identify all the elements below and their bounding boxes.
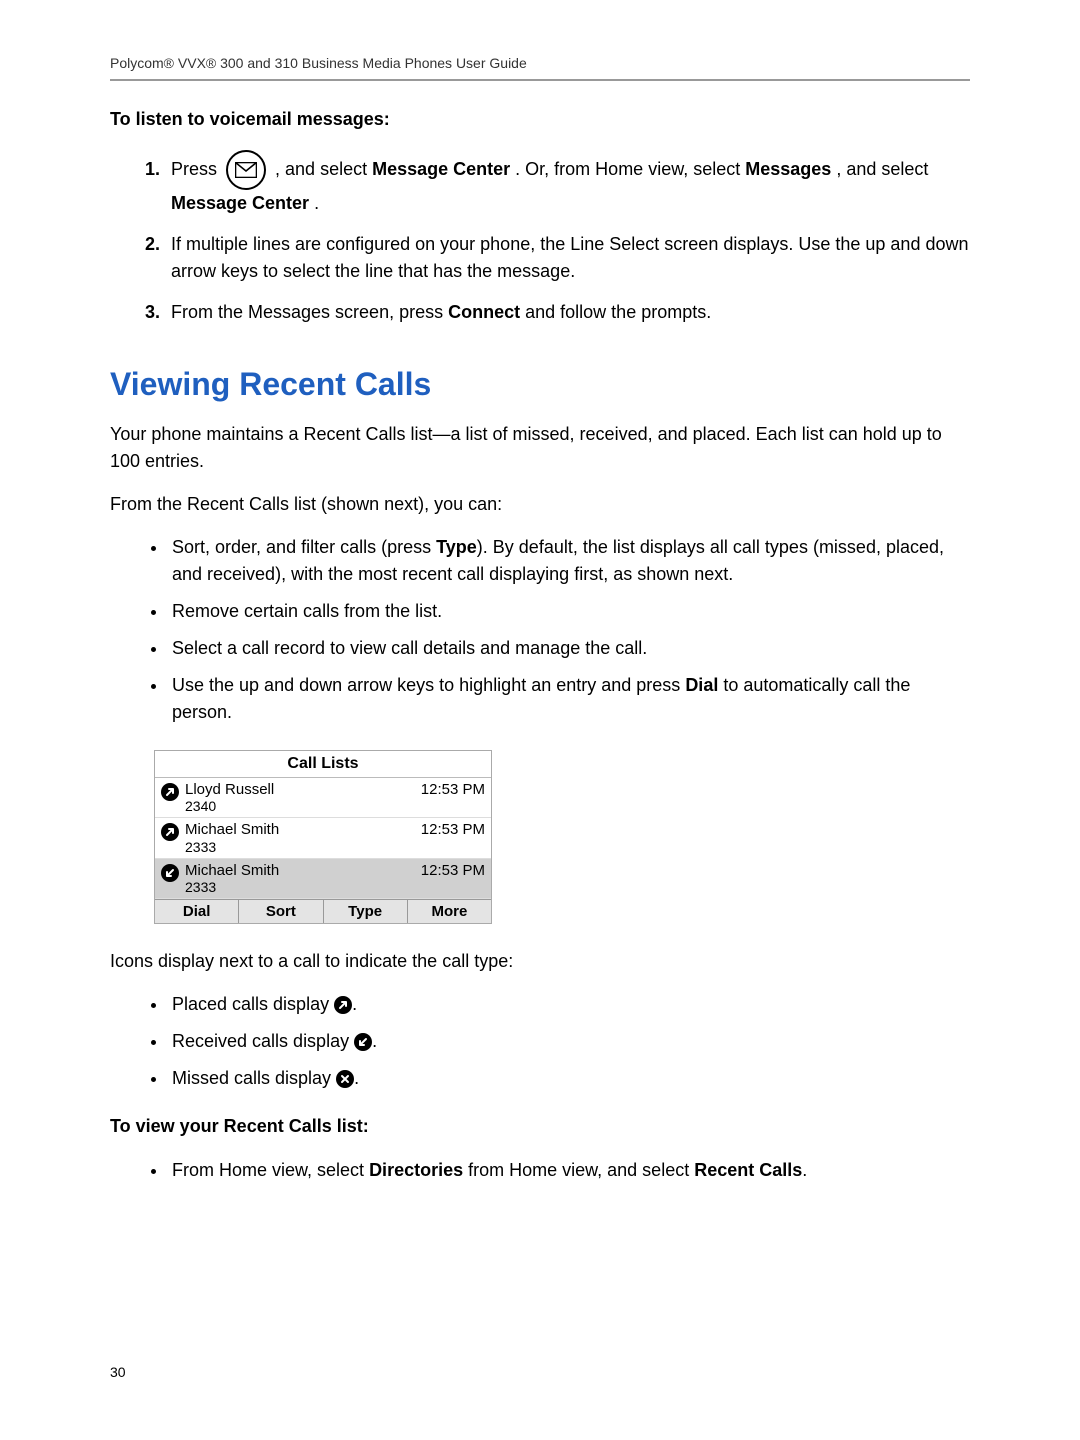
call-name: Michael Smith2333 bbox=[185, 862, 421, 895]
legend-missed-period: . bbox=[354, 1068, 359, 1088]
step-1: Press , and select Message Center . Or, … bbox=[165, 150, 970, 217]
bullet1-a: Sort, order, and filter calls (press bbox=[172, 537, 436, 557]
received-call-icon bbox=[161, 862, 185, 886]
legend-placed: Placed calls display . bbox=[168, 991, 970, 1018]
call-list-row[interactable]: Michael Smith233312:53 PM bbox=[155, 859, 491, 899]
placed-call-icon bbox=[161, 821, 185, 845]
page-number: 30 bbox=[110, 1364, 970, 1380]
vr-c: . bbox=[802, 1160, 807, 1180]
icon-legend-bullets: Placed calls display . Received calls di… bbox=[110, 991, 970, 1092]
feature-bullets: Sort, order, and filter calls (press Typ… bbox=[110, 534, 970, 726]
vr-a: From Home view, select bbox=[172, 1160, 369, 1180]
step3-text-a: From the Messages screen, press bbox=[171, 302, 448, 322]
step1-text-b: , and select bbox=[275, 159, 372, 179]
step1-bold2: Messages bbox=[745, 159, 831, 179]
bullet-3: Select a call record to view call detail… bbox=[168, 635, 970, 662]
call-list-row[interactable]: Michael Smith233312:53 PM bbox=[155, 818, 491, 858]
phone-title: Call Lists bbox=[155, 751, 491, 778]
bullet-1: Sort, order, and filter calls (press Typ… bbox=[168, 534, 970, 588]
voicemail-heading: To listen to voicemail messages: bbox=[110, 109, 970, 130]
call-time: 12:53 PM bbox=[421, 821, 485, 838]
call-time: 12:53 PM bbox=[421, 781, 485, 798]
softkey-sort[interactable]: Sort bbox=[239, 900, 323, 923]
received-call-icon bbox=[354, 1033, 372, 1051]
phone-screenshot: Call Lists Lloyd Russell234012:53 PMMich… bbox=[154, 750, 492, 924]
bullet4-a: Use the up and down arrow keys to highli… bbox=[172, 675, 685, 695]
placed-call-icon bbox=[161, 781, 185, 805]
view-recent-heading: To view your Recent Calls list: bbox=[110, 1116, 970, 1137]
legend-received-text: Received calls display bbox=[172, 1031, 354, 1051]
view-recent-step: From Home view, select Directories from … bbox=[168, 1157, 970, 1184]
placed-call-icon bbox=[334, 996, 352, 1014]
bullet1-bold: Type bbox=[436, 537, 477, 557]
vr-bold2: Recent Calls bbox=[694, 1160, 802, 1180]
legend-placed-text: Placed calls display bbox=[172, 994, 334, 1014]
view-recent-bullets: From Home view, select Directories from … bbox=[110, 1157, 970, 1184]
call-time: 12:53 PM bbox=[421, 862, 485, 879]
call-name: Michael Smith2333 bbox=[185, 821, 421, 854]
step3-bold: Connect bbox=[448, 302, 520, 322]
step1-text-d: , and select bbox=[836, 159, 928, 179]
header-rule bbox=[110, 79, 970, 81]
softkey-bar: DialSortTypeMore bbox=[155, 899, 491, 923]
missed-call-icon bbox=[336, 1070, 354, 1088]
bullet-4: Use the up and down arrow keys to highli… bbox=[168, 672, 970, 726]
legend-received: Received calls display . bbox=[168, 1028, 970, 1055]
voicemail-steps: Press , and select Message Center . Or, … bbox=[110, 150, 970, 326]
step3-text-b: and follow the prompts. bbox=[525, 302, 711, 322]
icons-intro: Icons display next to a call to indicate… bbox=[110, 948, 970, 975]
call-name: Lloyd Russell2340 bbox=[185, 781, 421, 814]
step-2: If multiple lines are configured on your… bbox=[165, 231, 970, 285]
step1-text-c: . Or, from Home view, select bbox=[515, 159, 745, 179]
page-header: Polycom® VVX® 300 and 310 Business Media… bbox=[110, 55, 970, 79]
page-container: Polycom® VVX® 300 and 310 Business Media… bbox=[0, 0, 1080, 1440]
softkey-more[interactable]: More bbox=[408, 900, 491, 923]
legend-missed: Missed calls display . bbox=[168, 1065, 970, 1092]
step-3: From the Messages screen, press Connect … bbox=[165, 299, 970, 326]
bullet4-bold: Dial bbox=[685, 675, 718, 695]
step1-text-a: Press bbox=[171, 159, 222, 179]
softkey-dial[interactable]: Dial bbox=[155, 900, 239, 923]
legend-received-period: . bbox=[372, 1031, 377, 1051]
step1-bold3: Message Center bbox=[171, 193, 309, 213]
legend-missed-text: Missed calls display bbox=[172, 1068, 336, 1088]
vr-bold1: Directories bbox=[369, 1160, 463, 1180]
call-list-row[interactable]: Lloyd Russell234012:53 PM bbox=[155, 778, 491, 818]
para-2: From the Recent Calls list (shown next),… bbox=[110, 491, 970, 518]
section-title: Viewing Recent Calls bbox=[110, 366, 970, 403]
vr-b: from Home view, and select bbox=[463, 1160, 694, 1180]
step1-text-e: . bbox=[314, 193, 319, 213]
para-1: Your phone maintains a Recent Calls list… bbox=[110, 421, 970, 475]
legend-placed-period: . bbox=[352, 994, 357, 1014]
softkey-type[interactable]: Type bbox=[324, 900, 408, 923]
step1-bold1: Message Center bbox=[372, 159, 510, 179]
messages-key-icon bbox=[226, 150, 266, 190]
bullet-2: Remove certain calls from the list. bbox=[168, 598, 970, 625]
